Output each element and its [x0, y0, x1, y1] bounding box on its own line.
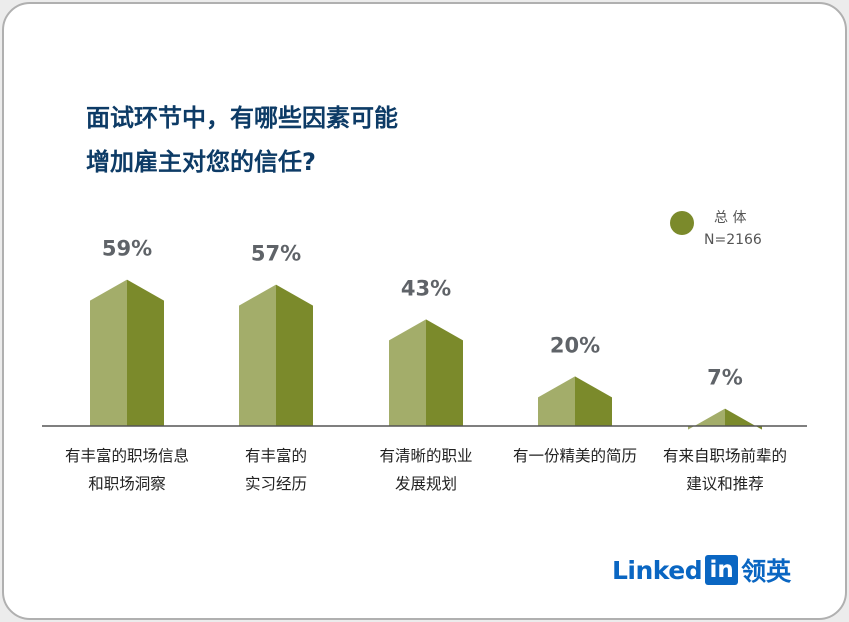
- bar-4-right-face: [575, 376, 612, 426]
- data-label-3: 43%: [401, 276, 451, 300]
- chart-title-line-1: 面试环节中，有哪些因素可能: [86, 104, 398, 132]
- category-label-1-line-2: 和职场洞察: [88, 475, 166, 493]
- legend-swatch: [670, 211, 694, 235]
- legend-series-name: 总 体: [714, 210, 746, 226]
- bar-1-right-face: [127, 279, 164, 426]
- chart-title-line-2: 增加雇主对您的信任?: [86, 148, 316, 176]
- category-label-4-line-1: 有一份精美的简历: [513, 447, 637, 465]
- legend-sample-size: N=2166: [704, 232, 762, 248]
- category-label-2-line-2: 实习经历: [245, 475, 307, 493]
- linkedin-logo: Linked in 领英: [612, 553, 791, 587]
- logo-wordmark: Linked: [612, 555, 703, 585]
- bar-5-right-face: [725, 408, 762, 430]
- category-label-2-line-1: 有丰富的: [245, 447, 307, 465]
- category-label-1-line-1: 有丰富的职场信息: [65, 447, 189, 465]
- data-label-5: 7%: [707, 366, 743, 390]
- bar-3-left-face: [389, 319, 426, 426]
- data-label-2: 57%: [251, 242, 301, 266]
- category-label-3-line-1: 有清晰的职业: [379, 447, 472, 465]
- data-labels-group: 59% 57% 43% 20% 7%: [102, 237, 743, 390]
- category-label-3-line-2: 发展规划: [395, 475, 457, 493]
- data-label-4: 20%: [550, 333, 600, 357]
- logo-in-icon: in: [705, 555, 739, 585]
- bar-5-left-face: [688, 408, 725, 430]
- bar-2-left-face: [239, 284, 276, 426]
- bars-group: [90, 279, 762, 430]
- bar-1-left-face: [90, 279, 127, 426]
- logo-chinese-name: 领英: [741, 557, 792, 586]
- category-label-5-line-2: 建议和推荐: [686, 475, 764, 493]
- bar-3-right-face: [426, 319, 463, 426]
- category-label-5-line-1: 有来自职场前辈的: [663, 447, 787, 465]
- bar-4-left-face: [538, 376, 575, 426]
- data-label-1: 59%: [102, 237, 152, 261]
- bar-2-right-face: [276, 284, 313, 426]
